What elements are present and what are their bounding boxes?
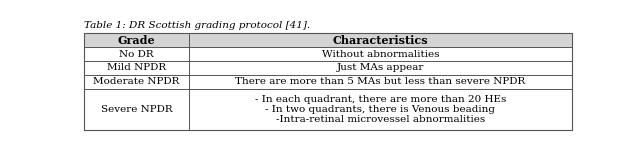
Text: Mild NPDR: Mild NPDR (107, 63, 166, 73)
Text: Just MAs appear: Just MAs appear (337, 63, 424, 73)
Text: Severe NPDR: Severe NPDR (100, 105, 172, 114)
Text: - In two quadrants, there is Venous beading: - In two quadrants, there is Venous bead… (266, 105, 495, 114)
Text: Grade: Grade (118, 35, 156, 46)
Text: Table 1: DR Scottish grading protocol [41].: Table 1: DR Scottish grading protocol [4… (84, 21, 310, 30)
Text: There are more than 5 MAs but less than severe NPDR: There are more than 5 MAs but less than … (236, 77, 525, 86)
Text: -Intra-retinal microvessel abnormalities: -Intra-retinal microvessel abnormalities (276, 115, 485, 124)
Text: Moderate NPDR: Moderate NPDR (93, 77, 180, 86)
Text: - In each quadrant, there are more than 20 HEs: - In each quadrant, there are more than … (255, 95, 506, 104)
Text: Characteristics: Characteristics (333, 35, 428, 46)
Text: Without abnormalities: Without abnormalities (322, 50, 439, 59)
Text: No DR: No DR (119, 50, 154, 59)
